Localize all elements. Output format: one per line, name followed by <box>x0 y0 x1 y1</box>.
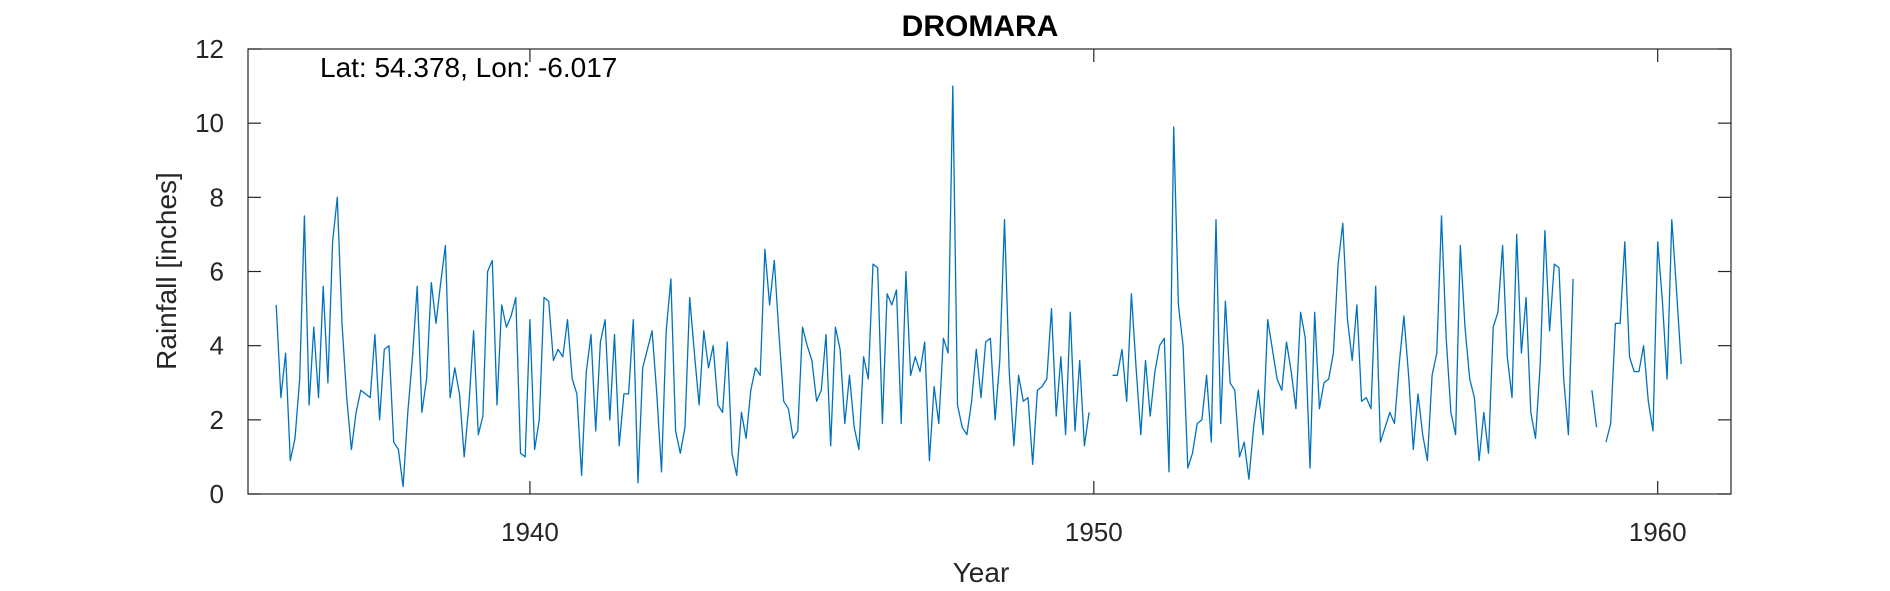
x-axis-label: Year <box>953 557 1010 588</box>
y-tick-label: 10 <box>195 108 224 138</box>
x-tick-label: 1940 <box>501 517 559 547</box>
y-tick-label: 12 <box>195 34 224 64</box>
y-tick-label: 8 <box>210 182 224 212</box>
chart-title: DROMARA <box>902 10 1059 43</box>
plot-area <box>247 48 1732 495</box>
rainfall-line-segment-1 <box>275 85 1090 488</box>
rainfall-series <box>275 85 1682 488</box>
axis-ticks: 0 2 4 6 8 10 12 1940 1950 1960 <box>195 34 1731 547</box>
y-axis-label: Rainfall [inches] <box>151 172 182 370</box>
rainfall-line-segment-3 <box>1591 390 1598 428</box>
x-tick-label: 1960 <box>1629 517 1687 547</box>
station-location-annotation: Lat: 54.378, Lon: -6.017 <box>320 52 617 83</box>
y-tick-label: 2 <box>210 405 224 435</box>
y-tick-label: 0 <box>210 479 224 509</box>
x-tick-label: 1950 <box>1065 517 1123 547</box>
y-tick-label: 4 <box>210 331 224 361</box>
rainfall-line-segment-2 <box>1112 126 1574 480</box>
y-tick-label: 6 <box>210 257 224 287</box>
rainfall-line-segment-4 <box>1605 218 1682 443</box>
